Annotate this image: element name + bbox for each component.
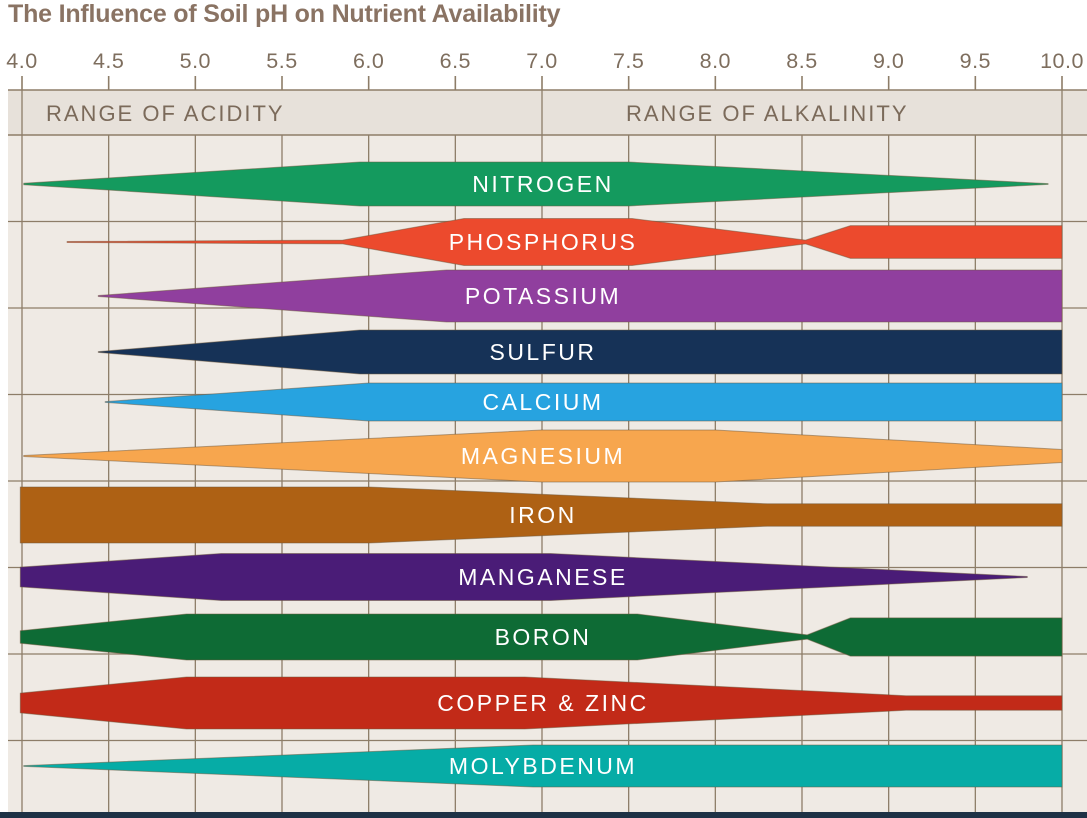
band-label-copper-zinc: COPPER & ZINC — [437, 690, 648, 716]
band-sulfur — [97, 329, 1063, 375]
page-title: The Influence of Soil pH on Nutrient Ava… — [8, 0, 561, 28]
band-label-iron: IRON — [509, 502, 577, 528]
band-molybdenum — [23, 744, 1063, 788]
axis-tick-label: 7.5 — [613, 49, 644, 73]
band-magnesium — [23, 429, 1063, 483]
range-of-alkalinity-label: RANGE OF ALKALINITY — [626, 101, 909, 126]
band-label-calcium: CALCIUM — [482, 389, 603, 415]
axis-tick-label: 5.5 — [266, 49, 297, 73]
axis-tick-label: 9.5 — [960, 49, 991, 73]
band-label-molybdenum: MOLYBDENUM — [449, 753, 637, 779]
axis-tick-label: 6.0 — [353, 49, 384, 73]
band-label-nitrogen: NITROGEN — [472, 171, 613, 197]
axis-tick-label: 10.0 — [1040, 49, 1084, 73]
axis-tick-label: 9.0 — [873, 49, 904, 73]
axis-tick-label: 7.0 — [526, 49, 557, 73]
band-label-potassium: POTASSIUM — [465, 283, 621, 309]
band-label-sulfur: SULFUR — [489, 339, 596, 365]
band-nitrogen — [23, 161, 1049, 207]
axis-tick-label: 8.5 — [786, 49, 817, 73]
band-calcium — [104, 382, 1063, 422]
axis-tick-label: 6.5 — [440, 49, 471, 73]
band-manganese — [19, 553, 1028, 601]
band-label-boron: BORON — [495, 624, 592, 650]
band-iron — [19, 486, 1063, 544]
axis-tick-label: 8.0 — [700, 49, 731, 73]
footer-bar — [0, 812, 1087, 818]
range-of-acidity-label: RANGE OF ACIDITY — [46, 101, 285, 126]
band-copper-zinc — [19, 676, 1063, 730]
band-boron — [19, 613, 1063, 661]
axis-tick-label: 4.5 — [93, 49, 124, 73]
band-potassium — [97, 269, 1063, 323]
band-label-phosphorus: PHOSPHORUS — [449, 229, 638, 255]
band-label-magnesium: MAGNESIUM — [461, 443, 625, 469]
band-phosphorus — [66, 218, 1063, 266]
header-strip-background — [8, 90, 1087, 135]
axis-tick-label: 4.0 — [6, 49, 37, 73]
axis-tick-label: 5.0 — [180, 49, 211, 73]
band-label-manganese: MANGANESE — [458, 564, 627, 590]
